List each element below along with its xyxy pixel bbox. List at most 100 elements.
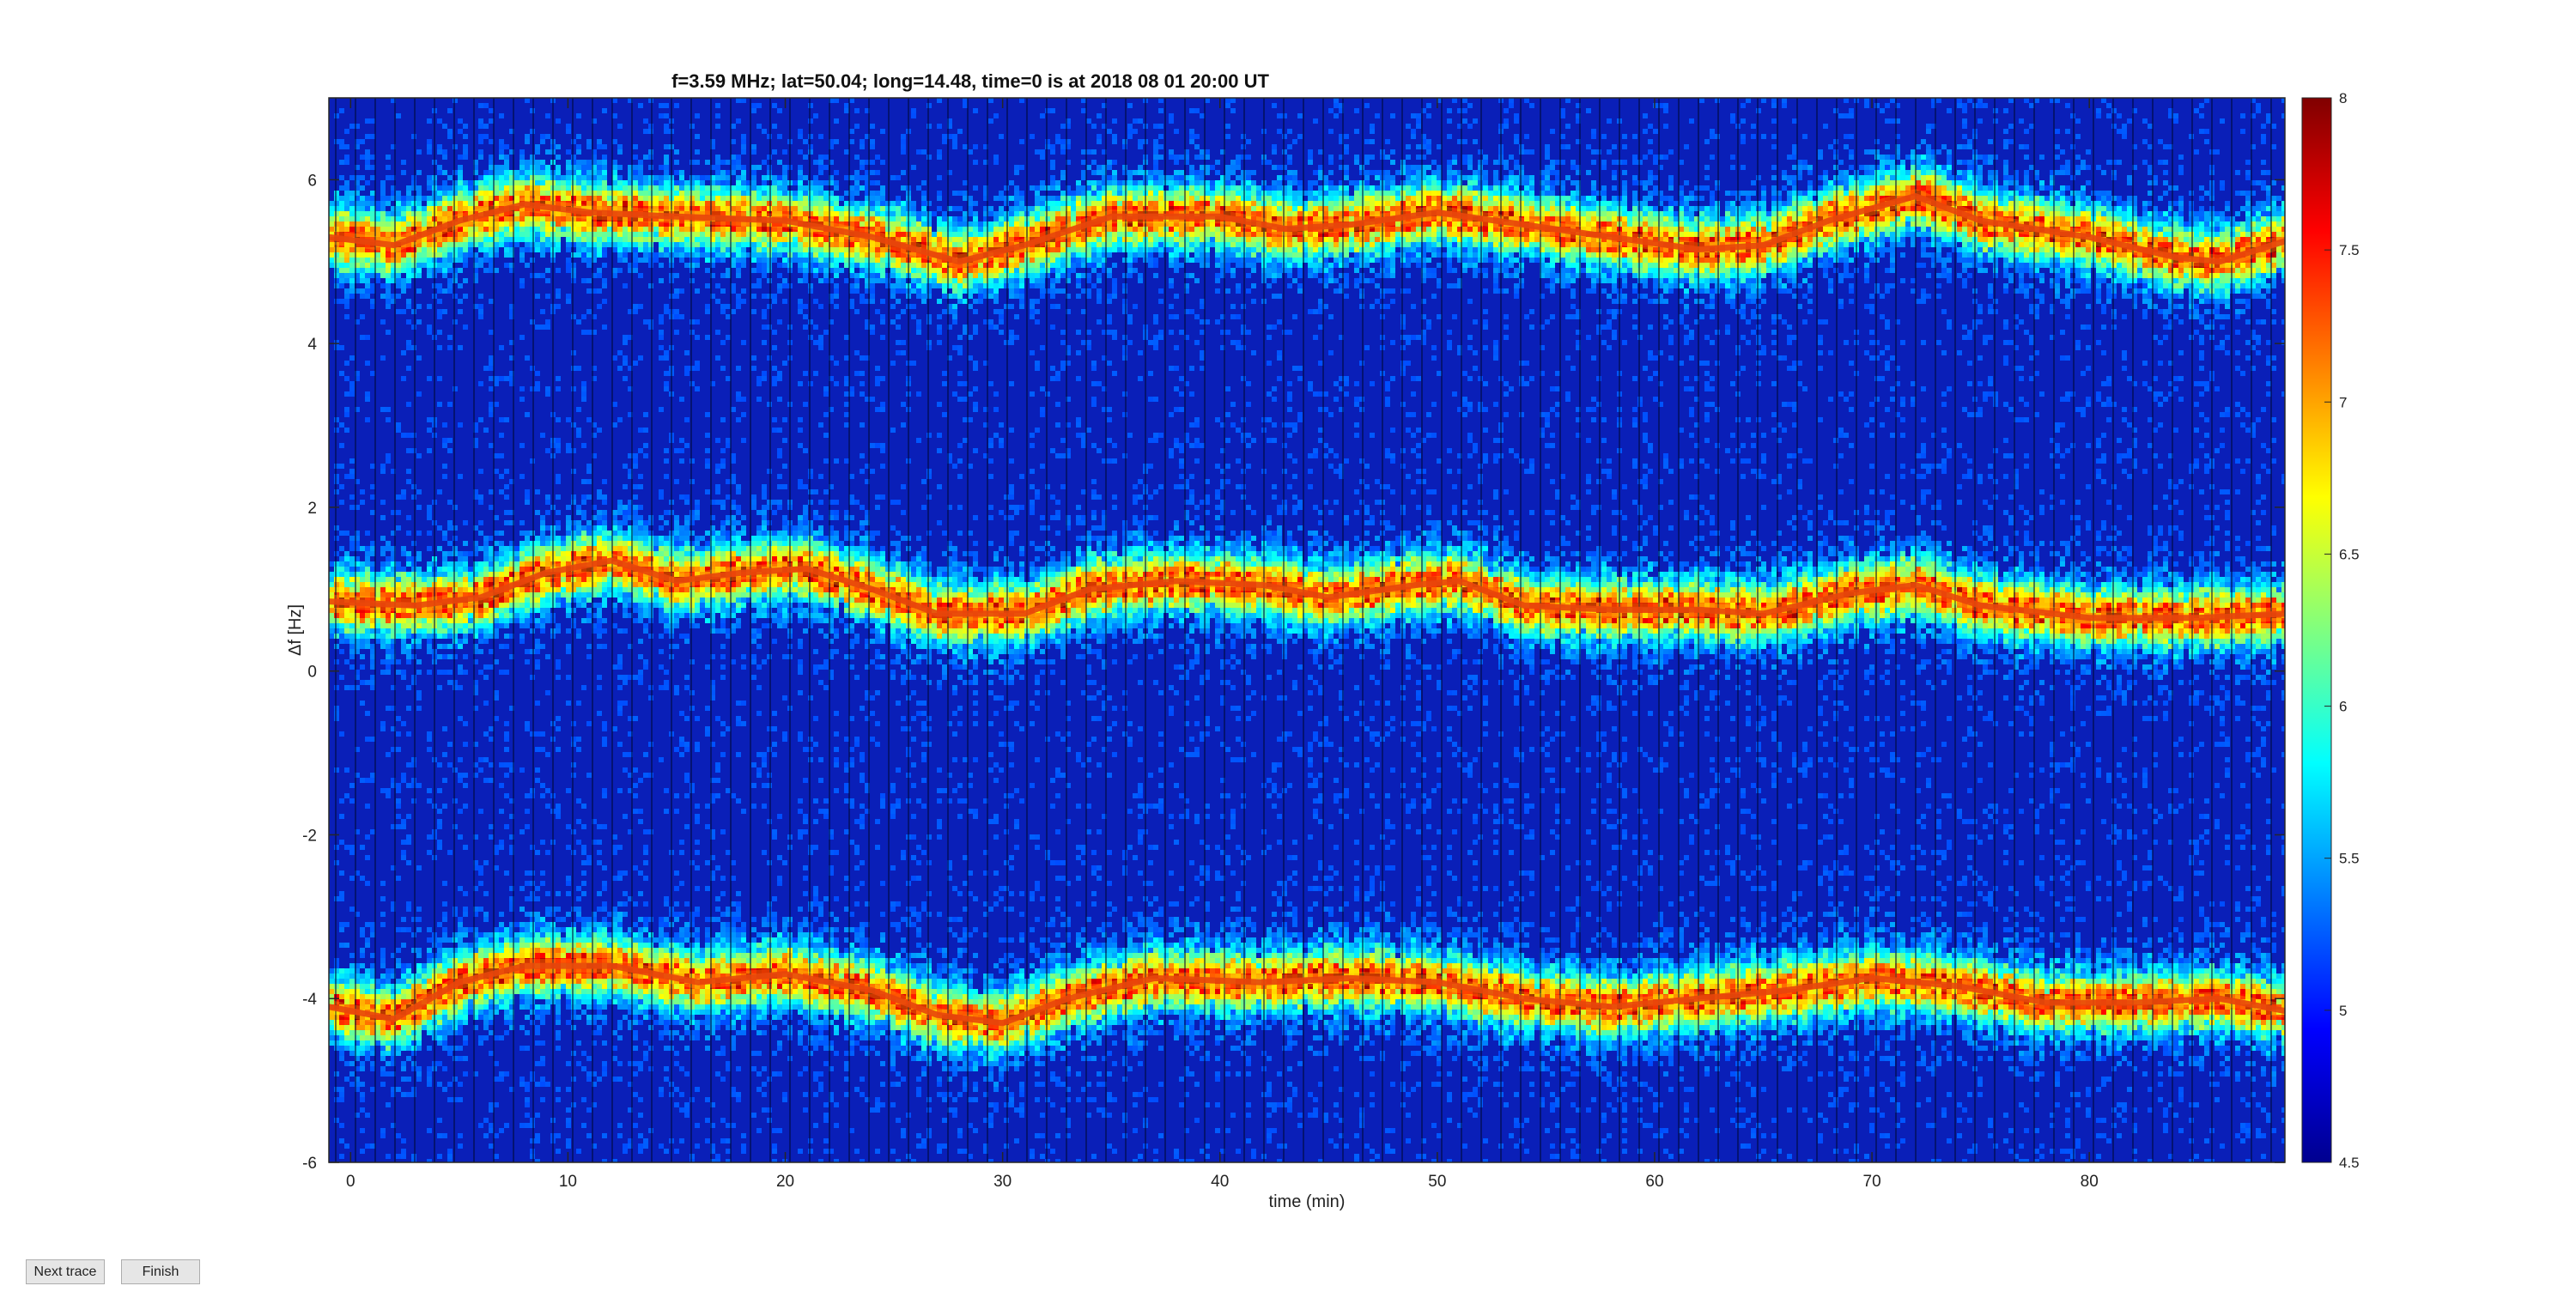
- heatmap-cell: [592, 1030, 597, 1035]
- heatmap-cell: [561, 587, 566, 592]
- heatmap-cell: [406, 907, 411, 912]
- heatmap-cell: [458, 232, 463, 237]
- heatmap-cell: [396, 1154, 401, 1159]
- heatmap-cell: [401, 608, 406, 613]
- heatmap-cell: [458, 1030, 463, 1035]
- heatmap-cell: [612, 567, 617, 572]
- heatmap-cell: [422, 592, 427, 597]
- heatmap-cell: [643, 927, 648, 932]
- heatmap-cell: [638, 1020, 643, 1025]
- heatmap-cell: [463, 227, 468, 232]
- heatmap-cell: [597, 185, 602, 191]
- heatmap-cell: [545, 494, 550, 500]
- heatmap-cell: [592, 546, 597, 551]
- heatmap-cell: [659, 613, 664, 618]
- heatmap-cell: [401, 221, 406, 227]
- heatmap-cell: [442, 932, 447, 937]
- heatmap-cell: [623, 216, 628, 221]
- heatmap-cell: [540, 242, 545, 247]
- heatmap-cell: [545, 500, 550, 505]
- heatmap-cell: [375, 258, 380, 263]
- heatmap-cell: [545, 227, 550, 232]
- heatmap-cell: [659, 1087, 664, 1092]
- heatmap-cell: [653, 180, 659, 185]
- heatmap-cell: [344, 227, 349, 232]
- heatmap-cell: [561, 180, 566, 185]
- heatmap-cell: [375, 628, 380, 634]
- heatmap-cell: [339, 994, 344, 999]
- heatmap-cell: [653, 258, 659, 263]
- heatmap-cell: [442, 309, 447, 314]
- heatmap-cell: [329, 1020, 334, 1025]
- heatmap-cell: [612, 227, 617, 232]
- heatmap-cell: [427, 731, 432, 737]
- heatmap-cell: [355, 185, 360, 191]
- heatmap-cell: [427, 968, 432, 974]
- heatmap-cell: [612, 850, 617, 855]
- heatmap-cell: [617, 191, 623, 196]
- heatmap-cell: [643, 979, 648, 984]
- heatmap-cell: [360, 1020, 365, 1025]
- heatmap-cell: [375, 608, 380, 613]
- heatmap-cell: [355, 1020, 360, 1025]
- heatmap-cell: [602, 551, 607, 556]
- heatmap-cell: [643, 999, 648, 1004]
- heatmap-cell: [504, 160, 509, 165]
- heatmap-cell: [396, 731, 401, 737]
- heatmap-cell: [525, 984, 530, 989]
- heatmap-cell: [638, 654, 643, 659]
- heatmap-cell: [370, 299, 375, 304]
- heatmap-cell: [365, 397, 370, 402]
- heatmap-cell: [386, 541, 391, 546]
- heatmap-cell: [442, 999, 447, 1004]
- heatmap-cell: [628, 773, 633, 778]
- heatmap-cell: [458, 963, 463, 968]
- heatmap-cell: [396, 999, 401, 1004]
- heatmap-cell: [391, 623, 396, 628]
- heatmap-cell: [540, 309, 545, 314]
- heatmap-cell: [659, 1092, 664, 1097]
- heatmap-cell: [458, 628, 463, 634]
- heatmap-cell: [617, 237, 623, 242]
- heatmap-cell: [643, 922, 648, 927]
- heatmap-cell: [623, 464, 628, 469]
- heatmap-cell: [633, 180, 638, 185]
- heatmap-cell: [442, 211, 447, 216]
- heatmap-cell: [592, 453, 597, 458]
- heatmap-cell: [355, 623, 360, 628]
- heatmap-cell: [525, 793, 530, 798]
- heatmap-cell: [581, 1010, 586, 1015]
- heatmap-cell: [396, 1133, 401, 1138]
- heatmap-cell: [339, 634, 344, 639]
- heatmap-cell: [478, 206, 483, 211]
- heatmap-cell: [447, 628, 453, 634]
- heatmap-cell: [396, 814, 401, 819]
- heatmap-cell: [489, 376, 494, 381]
- heatmap-cell: [514, 175, 519, 180]
- heatmap-cell: [509, 263, 514, 268]
- heatmap-cell: [602, 510, 607, 515]
- heatmap-cell: [535, 701, 540, 706]
- heatmap-cell: [401, 943, 406, 948]
- heatmap-cell: [483, 572, 489, 577]
- heatmap-cell: [344, 1143, 349, 1149]
- heatmap-cell: [556, 288, 561, 294]
- heatmap-cell: [535, 196, 540, 201]
- heatmap-cell: [638, 201, 643, 206]
- heatmap-cell: [365, 211, 370, 216]
- heatmap-cell: [401, 1149, 406, 1154]
- heatmap-cell: [623, 680, 628, 685]
- heatmap-cell: [581, 927, 586, 932]
- heatmap-cell: [375, 613, 380, 618]
- heatmap-cell: [365, 587, 370, 592]
- heatmap-cell: [391, 1123, 396, 1128]
- heatmap-cell: [525, 881, 530, 886]
- heatmap-cell: [427, 974, 432, 979]
- heatmap-cell: [489, 963, 494, 968]
- heatmap-cell: [344, 1046, 349, 1051]
- heatmap-cell: [586, 237, 592, 242]
- heatmap-cell: [643, 541, 648, 546]
- heatmap-cell: [545, 999, 550, 1004]
- heatmap-cell: [386, 288, 391, 294]
- heatmap-cell: [509, 963, 514, 968]
